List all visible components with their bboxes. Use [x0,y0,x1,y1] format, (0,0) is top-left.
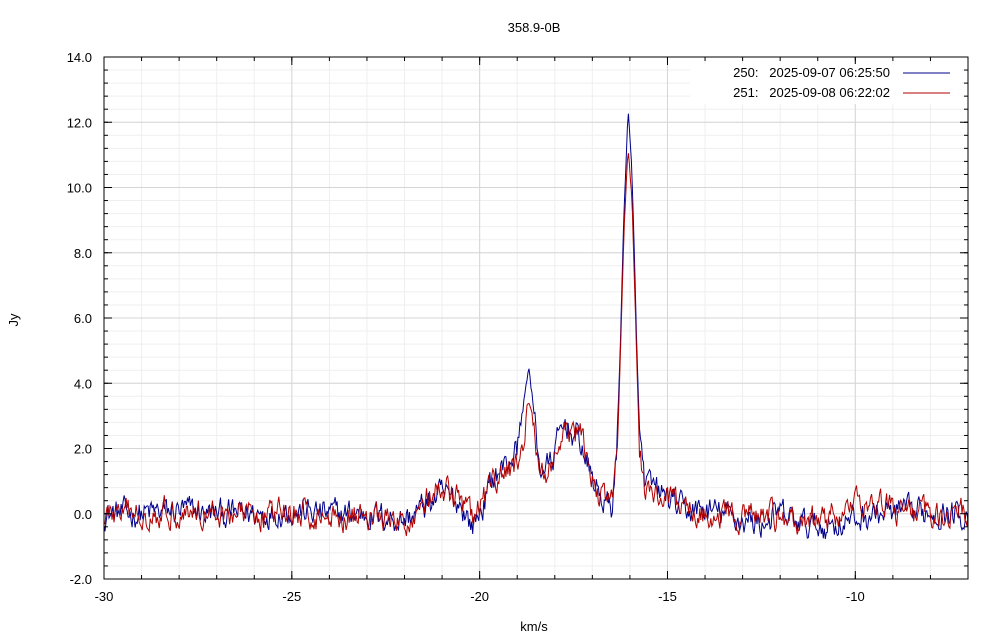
legend-label-1: 251: 2025-09-08 06:22:02 [733,85,890,100]
x-tick-label: -20 [470,589,489,604]
x-tick-label: -15 [658,589,677,604]
legend-background [690,64,962,84]
series-line-1 [103,153,969,537]
y-tick-label: 14.0 [67,50,92,65]
x-tick-label: -30 [95,589,114,604]
chart-title: 358.9-0B [508,20,561,35]
x-axis-title: km/s [520,619,548,634]
tick-labels: -30 -25 -20 -15 -10 -2.0 0.0 2.0 4.0 6.0 8.0 10.0 12… [67,50,865,604]
legend-label-0: 250: 2025-09-07 06:25:50 [733,65,890,80]
x-tick-label: -10 [846,589,865,604]
legend-background [690,84,962,104]
y-axis-title: Jy [6,313,21,327]
y-tick-label: -2.0 [70,572,92,587]
series-layer [103,113,969,539]
y-tick-label: 6.0 [74,311,92,326]
axis-ticks [103,56,969,580]
x-tick-label: -25 [282,589,301,604]
y-tick-label: 4.0 [74,376,92,391]
series-line-0 [103,113,969,539]
y-tick-label: 8.0 [74,246,92,261]
y-tick-label: 0.0 [74,507,92,522]
y-tick-label: 2.0 [74,442,92,457]
legend: 250: 2025-09-07 06:25:50 251: 2025-09-08 … [690,64,962,104]
y-tick-label: 12.0 [67,115,92,130]
y-tick-label: 10.0 [67,181,92,196]
